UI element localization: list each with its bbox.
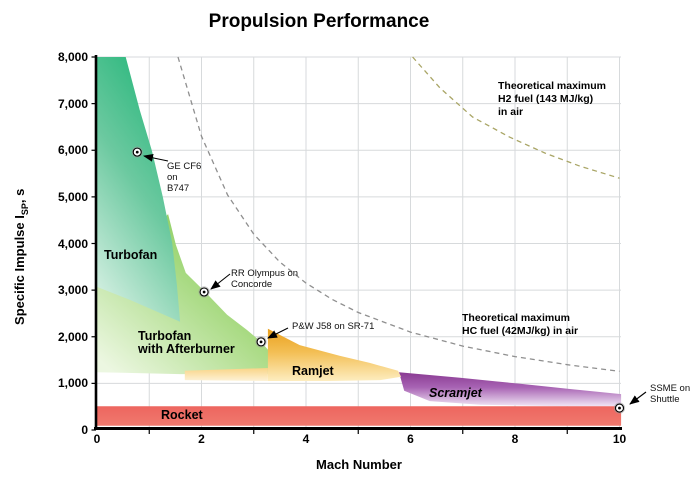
marker-ssme xyxy=(613,402,626,414)
band-label-turbofan: Turbofan xyxy=(104,248,158,262)
annotation-arrow-ssme xyxy=(629,391,647,405)
x-tick-label-4: 4 xyxy=(302,432,310,446)
band-ramjet-low-strip xyxy=(184,368,268,381)
x-axis-title: Mach Number xyxy=(316,457,402,472)
annotation-pw-j58: P&W J58 on SR-71 xyxy=(292,321,375,332)
y-tick-label-3000: 3,000 xyxy=(57,283,88,298)
y-tick-label-5000: 5,000 xyxy=(57,189,88,204)
chart-title: Propulsion Performance xyxy=(208,11,430,32)
x-tick-label-8: 8 xyxy=(511,432,519,446)
x-tick-label-6: 6 xyxy=(407,432,414,446)
marker-pw-j58 xyxy=(255,336,267,348)
band-turbofan xyxy=(97,57,181,322)
y-tick-label-7000: 7,000 xyxy=(57,96,88,111)
y-tick-label-1000: 1,000 xyxy=(57,376,88,391)
x-tick-label-2: 2 xyxy=(198,432,205,446)
curve-h2-max xyxy=(412,56,620,179)
band-label-ramjet: Ramjet xyxy=(292,364,334,378)
y-tick-label-4000: 4,000 xyxy=(57,236,88,251)
annotation-arrow-ge-cf6 xyxy=(143,153,169,162)
x-tick-label-0: 0 xyxy=(93,432,101,446)
band-rocket xyxy=(97,406,622,426)
theory-label-h2-label: Theoretical maximum H2 fuel (143 MJ/kg) in… xyxy=(498,80,606,118)
band-label-turbofan-afterburner: Turbofan with Afterburner xyxy=(138,329,235,356)
y-tick-label-0: 0 xyxy=(81,423,88,437)
y-tick-label-6000: 6,000 xyxy=(57,143,88,158)
curve-hc-max xyxy=(177,56,620,372)
band-label-rocket: Rocket xyxy=(161,408,203,422)
annotation-arrow-pw-j58 xyxy=(267,327,289,339)
y-tick-label-8000: 8,000 xyxy=(57,50,88,64)
annotation-ge-cf6: GE CF6 on B747 xyxy=(167,161,202,194)
y-tick-label-2000: 2,000 xyxy=(57,329,88,344)
annotation-rr-olympus: RR Olympus on Concorde xyxy=(231,268,299,290)
marker-ge-cf6 xyxy=(131,146,143,158)
band-ramjet xyxy=(267,328,402,381)
x-tick-label-10: 10 xyxy=(612,432,627,446)
annotation-arrow-rr-olympus xyxy=(210,273,231,290)
band-label-scramjet: Scramjet xyxy=(429,386,482,400)
marker-rr-olympus xyxy=(198,286,210,298)
annotation-ssme: SSME on Shuttle xyxy=(650,383,691,405)
band-scramjet xyxy=(399,372,622,407)
theory-label-hc-label: Theoretical maximum HC fuel (42MJ/kg) in … xyxy=(462,312,579,337)
